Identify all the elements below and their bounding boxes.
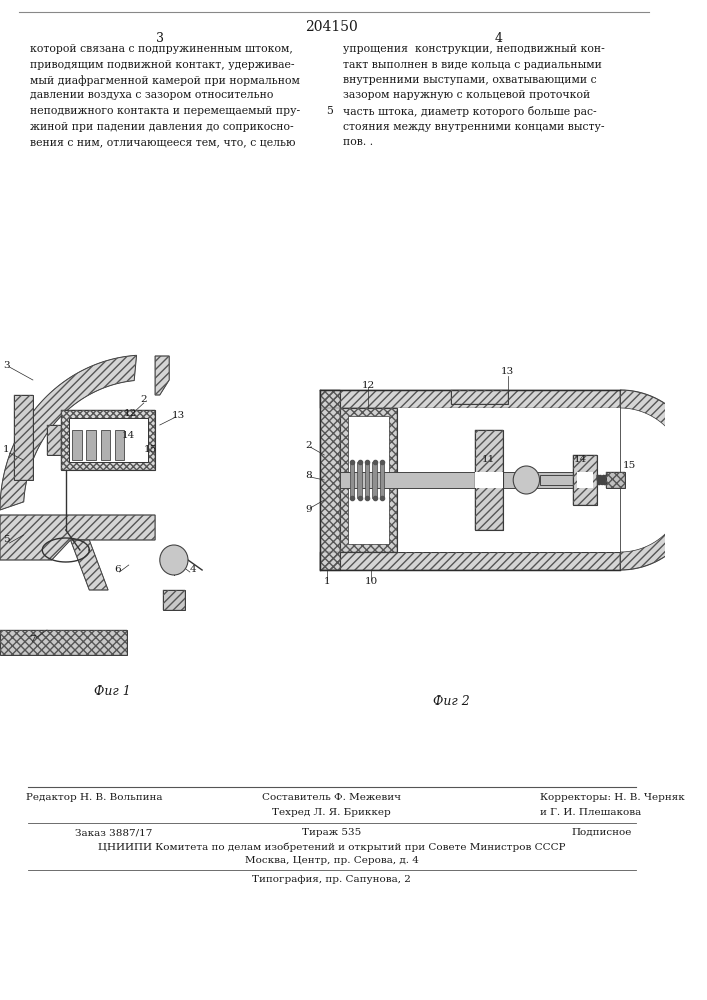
Text: Редактор Н. В. Вольпина: Редактор Н. В. Вольпина [25, 793, 162, 802]
Polygon shape [0, 515, 155, 560]
Text: Фиг 2: Фиг 2 [433, 695, 469, 708]
Text: 12: 12 [124, 408, 137, 418]
Text: 14: 14 [574, 456, 588, 464]
Text: и Г. И. Плешакова: и Г. И. Плешакова [540, 808, 642, 817]
Bar [539, 475, 596, 485]
Bar [372, 462, 377, 498]
Text: 14: 14 [122, 430, 136, 440]
Text: жиной при падении давления до соприкосно-: жиной при падении давления до соприкосно… [30, 121, 293, 131]
Polygon shape [155, 356, 169, 395]
Text: 1: 1 [324, 578, 330, 586]
Polygon shape [0, 630, 127, 655]
Text: Корректоры: Н. В. Черняк: Корректоры: Н. В. Черняк [540, 793, 685, 802]
Text: 4: 4 [494, 32, 502, 45]
Text: мый диафрагменной камерой при нормальном: мый диафрагменной камерой при нормальном [30, 75, 300, 86]
Polygon shape [14, 395, 33, 480]
Polygon shape [451, 390, 508, 404]
Bar [348, 416, 389, 544]
Text: 2: 2 [141, 395, 147, 404]
Text: 4: 4 [189, 566, 196, 574]
Polygon shape [163, 590, 185, 610]
Text: 10: 10 [365, 578, 378, 586]
Bar [365, 462, 369, 498]
Text: упрощения  конструкции, неподвижный кон-: упрощения конструкции, неподвижный кон- [343, 44, 604, 54]
Polygon shape [0, 355, 136, 510]
Text: Фиг 1: Фиг 1 [95, 685, 132, 698]
Text: стояния между внутренними концами высту-: стояния между внутренними концами высту- [343, 121, 604, 131]
Polygon shape [620, 408, 688, 552]
Text: Составитель Ф. Межевич: Составитель Ф. Межевич [262, 793, 402, 802]
Polygon shape [47, 425, 61, 455]
Text: 5: 5 [327, 106, 334, 116]
Text: такт выполнен в виде кольца с радиальными: такт выполнен в виде кольца с радиальным… [343, 60, 602, 70]
Text: 11: 11 [482, 456, 496, 464]
Text: пов. .: пов. . [343, 137, 373, 147]
Polygon shape [474, 430, 503, 530]
Circle shape [513, 466, 539, 494]
Text: 1: 1 [4, 446, 10, 454]
Text: 5: 5 [4, 536, 10, 544]
Text: 3: 3 [156, 32, 164, 45]
Text: 7: 7 [30, 636, 36, 645]
Text: вения с ним, отличающееся тем, что, с целью: вения с ним, отличающееся тем, что, с це… [30, 137, 296, 147]
Text: 204150: 204150 [305, 20, 358, 34]
Bar [340, 472, 580, 488]
Bar [357, 462, 362, 498]
Text: 2: 2 [305, 440, 312, 450]
Bar [100, 430, 110, 460]
Bar [115, 430, 124, 460]
Text: Тираж 535: Тираж 535 [302, 828, 361, 837]
Text: 13: 13 [501, 367, 514, 376]
Polygon shape [320, 390, 340, 570]
Text: 3: 3 [4, 360, 10, 369]
Text: Заказ 3887/17: Заказ 3887/17 [75, 828, 153, 837]
Text: ЦНИИПИ Комитета по делам изобретений и открытий при Совете Министров СССР: ЦНИИПИ Комитета по делам изобретений и о… [98, 842, 566, 852]
Polygon shape [573, 455, 597, 505]
Polygon shape [320, 552, 620, 570]
Bar [474, 472, 503, 488]
Text: которой связана с подпружиненным штоком,: которой связана с подпружиненным штоком, [30, 44, 293, 54]
Text: 9: 9 [305, 506, 312, 514]
Text: 13: 13 [172, 410, 185, 420]
Text: Москва, Центр, пр. Серова, д. 4: Москва, Центр, пр. Серова, д. 4 [245, 856, 419, 865]
Bar [72, 430, 82, 460]
Text: 6: 6 [115, 566, 121, 574]
Text: Подписное: Подписное [571, 828, 632, 837]
Bar [86, 430, 96, 460]
Bar [380, 462, 385, 498]
Text: 15: 15 [623, 460, 636, 470]
Polygon shape [61, 410, 155, 470]
Bar [350, 462, 354, 498]
Text: давлении воздуха с зазором относительно: давлении воздуха с зазором относительно [30, 91, 274, 101]
Polygon shape [71, 540, 108, 590]
Text: 8: 8 [305, 471, 312, 480]
Text: зазором наружную с кольцевой проточкой: зазором наружную с кольцевой проточкой [343, 91, 590, 101]
Circle shape [160, 545, 188, 575]
Bar [577, 472, 593, 488]
Text: Типография, пр. Сапунова, 2: Типография, пр. Сапунова, 2 [252, 875, 411, 884]
Text: внутренними выступами, охватывающими с: внутренними выступами, охватывающими с [343, 75, 597, 85]
Text: 15: 15 [144, 446, 157, 454]
Polygon shape [607, 472, 625, 488]
Bar [340, 408, 620, 552]
Text: часть штока, диаметр которого больше рас-: часть штока, диаметр которого больше рас… [343, 106, 597, 117]
Polygon shape [620, 390, 705, 570]
Bar [69, 418, 148, 462]
Polygon shape [340, 408, 397, 552]
Text: Техред Л. Я. Бриккер: Техред Л. Я. Бриккер [272, 808, 391, 817]
Polygon shape [320, 390, 620, 408]
Text: неподвижного контакта и перемещаемый пру-: неподвижного контакта и перемещаемый пру… [30, 106, 300, 116]
Text: приводящим подвижной контакт, удерживае-: приводящим подвижной контакт, удерживае- [30, 60, 295, 70]
Text: 12: 12 [362, 380, 375, 389]
